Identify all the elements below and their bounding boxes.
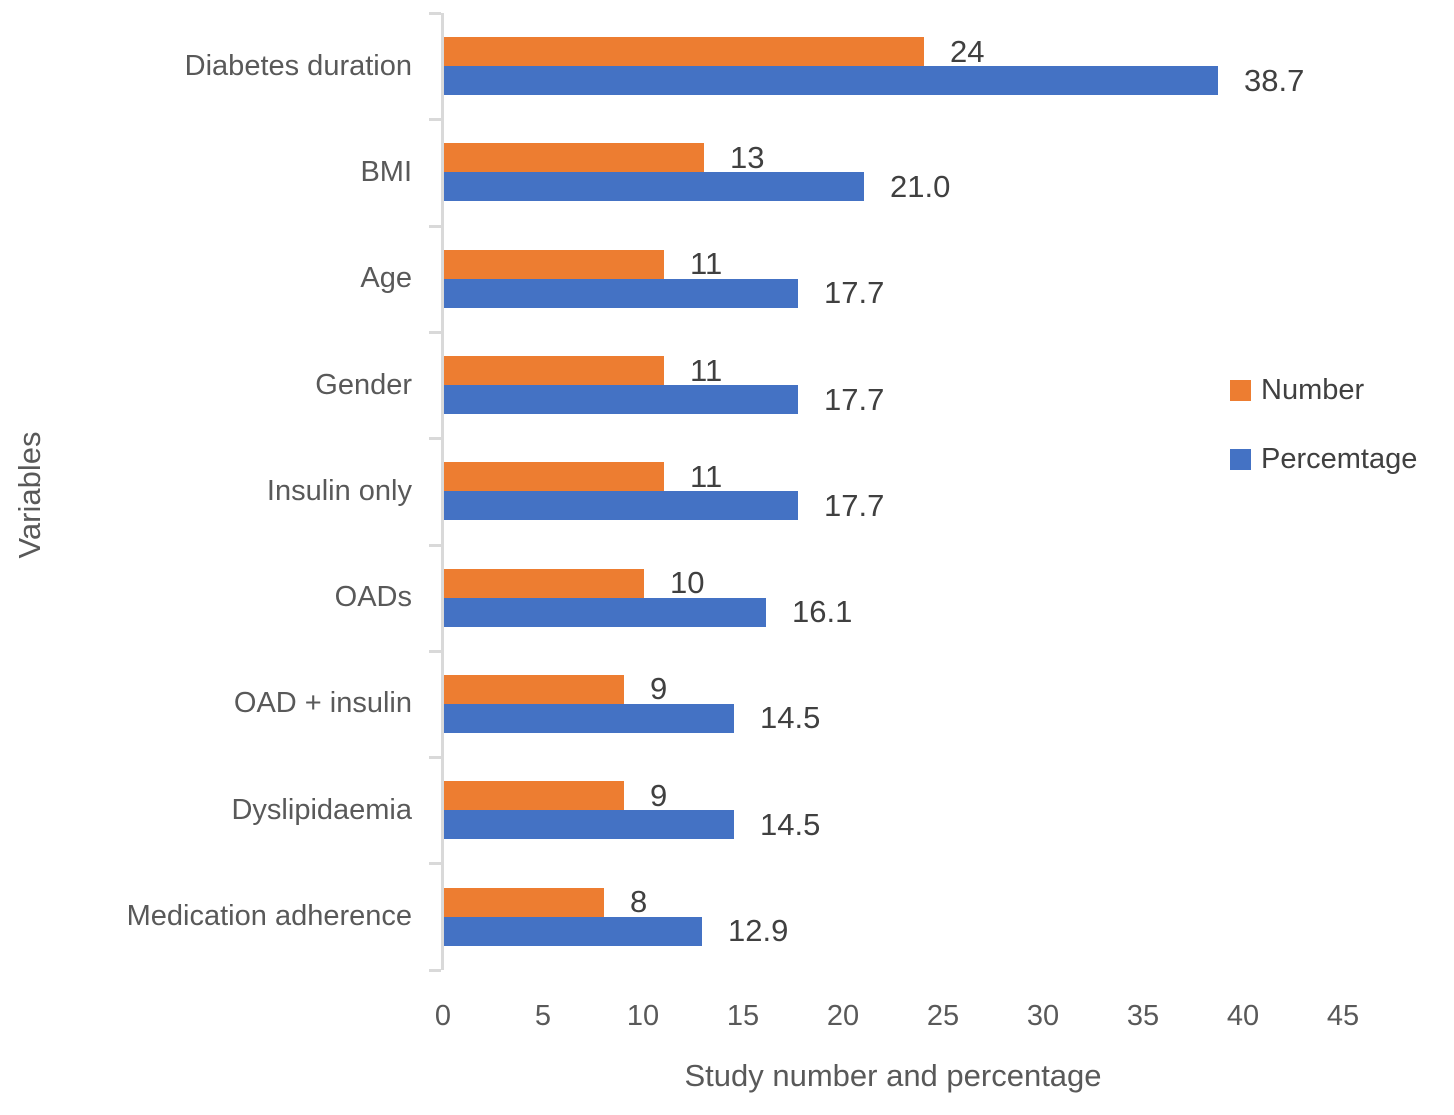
- x-tick-label: 10: [626, 1000, 660, 1032]
- bar-percemtage: [444, 597, 766, 627]
- bar-percemtage: [444, 703, 734, 733]
- legend-swatch-number: [1230, 380, 1251, 401]
- x-tick-label: 5: [534, 1000, 552, 1032]
- legend-item-number: Number: [1230, 374, 1364, 407]
- x-tick-label: 30: [1026, 1000, 1060, 1032]
- bar-number: [444, 37, 924, 67]
- x-tick-label: 0: [434, 1000, 452, 1032]
- data-label-percemtage: 16.1: [792, 594, 853, 630]
- y-axis-tick: [429, 968, 441, 972]
- data-label-number: 9: [650, 671, 668, 707]
- category-label: BMI: [360, 155, 412, 188]
- bar-percemtage: [444, 916, 702, 946]
- bar-number: [444, 887, 604, 917]
- data-label-number: 13: [730, 139, 765, 175]
- y-axis-line: [441, 13, 444, 970]
- bar-number: [444, 781, 624, 811]
- data-label-number: 11: [690, 458, 723, 494]
- x-tick-label: 40: [1226, 1000, 1260, 1032]
- y-axis-tick: [429, 118, 441, 122]
- y-axis-tick: [429, 862, 441, 866]
- data-label-percemtage: 17.7: [824, 275, 885, 311]
- data-label-number: 10: [670, 565, 705, 601]
- bar-percemtage: [444, 385, 798, 415]
- data-label-number: 8: [630, 884, 648, 920]
- bar-number: [444, 143, 704, 173]
- y-axis-tick: [429, 437, 441, 441]
- category-label: Insulin only: [266, 474, 412, 507]
- bar-number: [444, 249, 664, 279]
- bar-number: [444, 674, 624, 704]
- y-axis-tick: [429, 330, 441, 334]
- data-label-number: 11: [690, 246, 723, 282]
- category-label: Gender: [315, 368, 412, 401]
- category-label: Medication adherence: [126, 900, 412, 933]
- data-label-number: 24: [950, 33, 985, 69]
- x-tick-label: 35: [1126, 1000, 1160, 1032]
- bar-number: [444, 462, 664, 492]
- bar-percemtage: [444, 491, 798, 521]
- data-label-percemtage: 12.9: [728, 913, 789, 949]
- bar-percemtage: [444, 66, 1218, 96]
- y-axis-tick: [429, 543, 441, 547]
- legend-swatch-percemtage: [1230, 449, 1251, 470]
- category-label: OADs: [334, 581, 412, 614]
- x-tick-label: 45: [1326, 1000, 1360, 1032]
- bar-number: [444, 356, 664, 386]
- bar-percemtage: [444, 172, 864, 202]
- y-axis-tick: [429, 649, 441, 653]
- bar-percemtage: [444, 810, 734, 840]
- data-label-percemtage: 21.0: [890, 168, 951, 204]
- category-label: Diabetes duration: [184, 49, 412, 82]
- legend-label-percemtage: Percemtage: [1261, 443, 1418, 475]
- category-label: Age: [360, 262, 412, 295]
- x-tick-label: 20: [826, 1000, 860, 1032]
- data-label-number: 11: [690, 352, 723, 388]
- data-label-percemtage: 14.5: [760, 700, 821, 736]
- x-axis-title: Study number and percentage: [684, 1058, 1102, 1093]
- x-tick-label: 25: [926, 1000, 960, 1032]
- legend-label-number: Number: [1261, 374, 1365, 406]
- bar-percemtage: [444, 278, 798, 308]
- bar-number: [444, 568, 644, 598]
- data-label-percemtage: 38.7: [1244, 62, 1305, 98]
- category-label: OAD + insulin: [233, 687, 412, 720]
- category-label: Dyslipidaemia: [231, 793, 412, 826]
- data-label-percemtage: 14.5: [760, 806, 821, 842]
- y-axis-tick: [429, 224, 441, 228]
- x-tick-label: 15: [726, 1000, 760, 1032]
- y-axis-tick: [429, 12, 441, 15]
- legend-item-percemtage: Percemtage: [1230, 443, 1417, 476]
- data-label-percemtage: 17.7: [824, 487, 885, 523]
- data-label-percemtage: 17.7: [824, 381, 885, 417]
- y-axis-tick: [429, 756, 441, 760]
- data-label-number: 9: [650, 777, 668, 813]
